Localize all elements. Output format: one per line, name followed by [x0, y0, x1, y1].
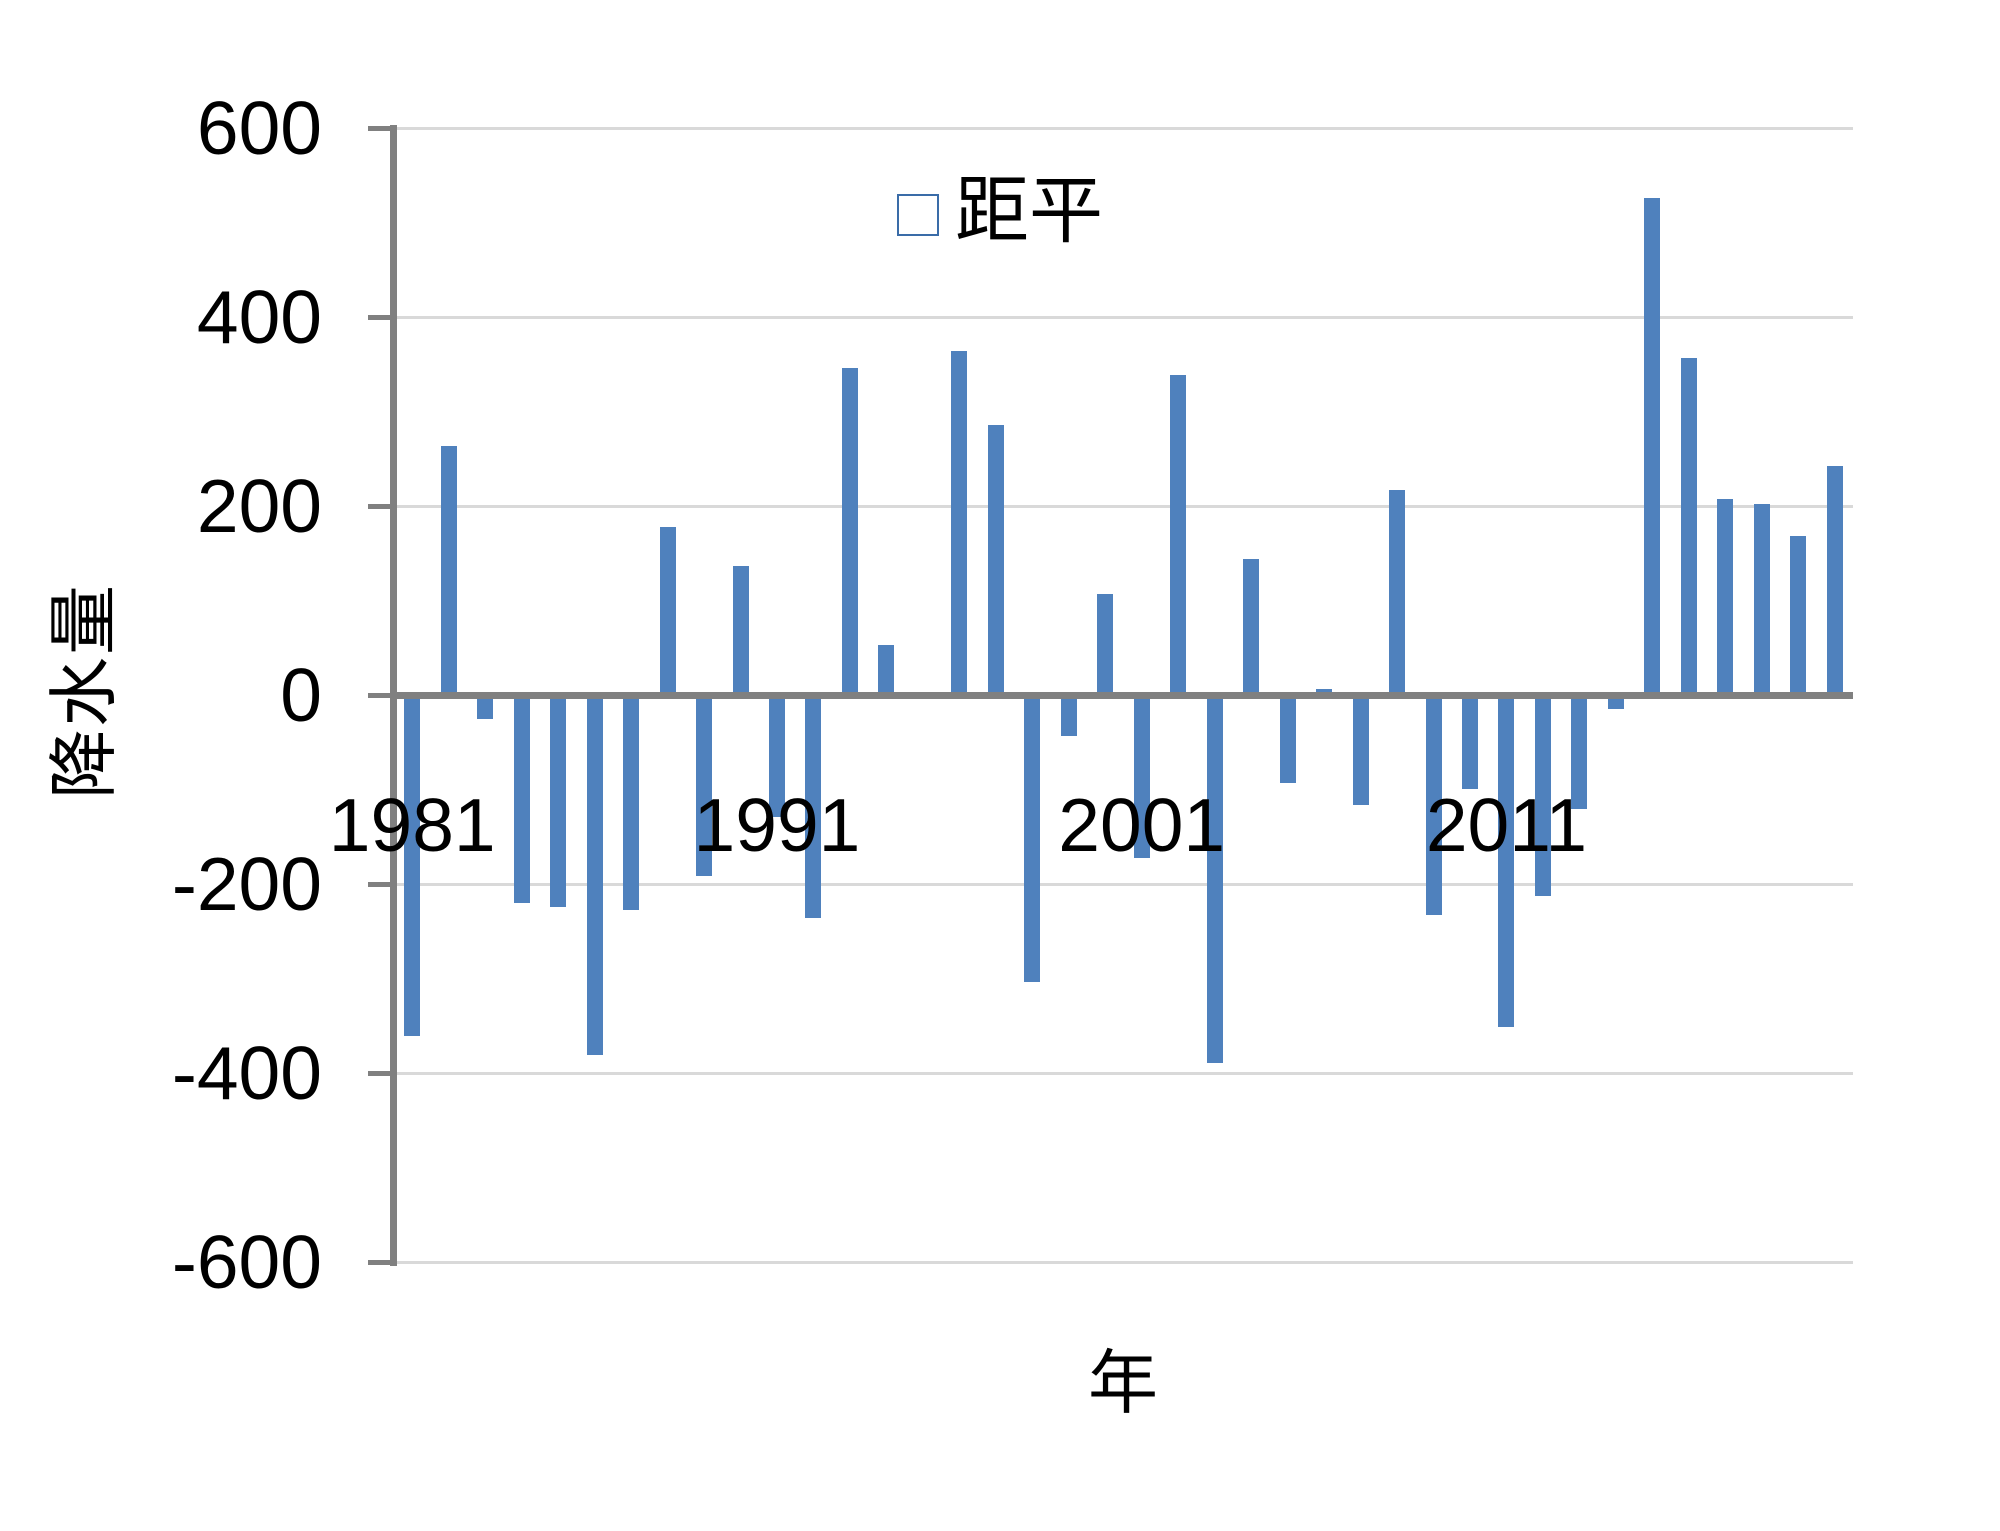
legend-series-label: 距平 [955, 171, 1103, 253]
bar-2010 [1462, 695, 1478, 789]
bar-1986 [586, 695, 603, 1056]
y-axis-tick-600 [368, 126, 394, 131]
bar-1997 [987, 424, 1004, 695]
y-tick-label--600: -600 [171, 1220, 322, 1304]
x-tick-label-2011: 2011 [1425, 783, 1588, 867]
bar-2007 [1352, 695, 1369, 805]
bar-2004 [1243, 558, 1260, 695]
gridline-600 [394, 127, 1853, 130]
bar-2002 [1170, 374, 1187, 695]
x-tick-label-1991: 1991 [693, 783, 861, 867]
bar-1981 [404, 695, 421, 1037]
y-tick-label-600: 600 [196, 86, 322, 170]
bar-1984 [513, 695, 530, 903]
y-axis-line [390, 125, 397, 1266]
bar-2018 [1753, 504, 1770, 695]
bar-1991 [768, 695, 785, 817]
bar-2005 [1279, 695, 1296, 783]
bar-2012 [1534, 695, 1551, 897]
bar-2000 [1097, 593, 1114, 695]
bar-2019 [1790, 536, 1807, 695]
y-tick-label--400: -400 [171, 1031, 322, 1115]
bar-1983 [477, 695, 494, 719]
bar-1992 [805, 695, 822, 919]
gridline-200 [394, 505, 1853, 508]
bar-2008 [1389, 489, 1406, 695]
x-tick-label-1981: 1981 [328, 783, 496, 867]
x-axis-line [394, 692, 1853, 699]
bar-2013 [1571, 695, 1588, 810]
bar-2020 [1826, 466, 1843, 695]
bar-2011 [1498, 695, 1515, 1027]
legend: 距平 [897, 168, 1103, 256]
gridline--400 [394, 1072, 1853, 1075]
x-axis-title: 年 [1088, 1346, 1158, 1423]
bar-1988 [659, 526, 676, 695]
bar-2017 [1717, 499, 1734, 695]
legend-color-swatch-icon [897, 194, 939, 236]
bar-1990 [732, 565, 749, 695]
y-tick-label-200: 200 [196, 464, 322, 548]
bar-1982 [440, 446, 457, 695]
bar-1989 [696, 695, 713, 877]
y-axis-tick-0 [368, 693, 394, 698]
bar-2009 [1425, 695, 1442, 916]
y-axis-tick--600 [368, 1260, 394, 1265]
bar-1985 [550, 695, 567, 907]
y-tick-label--200: -200 [171, 842, 322, 926]
bar-2015 [1644, 197, 1661, 695]
bar-2003 [1206, 695, 1223, 1063]
y-tick-label-400: 400 [196, 275, 322, 359]
bar-1999 [1060, 695, 1077, 736]
y-axis-title: 降水量 [47, 583, 124, 799]
bar-2001 [1133, 695, 1150, 858]
gridline--600 [394, 1261, 1853, 1264]
y-tick-label-0: 0 [280, 653, 322, 737]
bar-1996 [951, 351, 968, 695]
y-axis-tick-200 [368, 504, 394, 509]
x-tick-label-2001: 2001 [1058, 783, 1226, 867]
y-axis-tick--400 [368, 1071, 394, 1076]
bar-2016 [1680, 357, 1697, 695]
bar-1998 [1024, 695, 1041, 983]
gridline--200 [394, 883, 1853, 886]
y-axis-tick--200 [368, 882, 394, 887]
bar-1987 [623, 695, 640, 911]
gridline-400 [394, 316, 1853, 319]
bar-1994 [878, 644, 895, 695]
y-axis-tick-400 [368, 315, 394, 320]
bar-1993 [841, 368, 858, 695]
